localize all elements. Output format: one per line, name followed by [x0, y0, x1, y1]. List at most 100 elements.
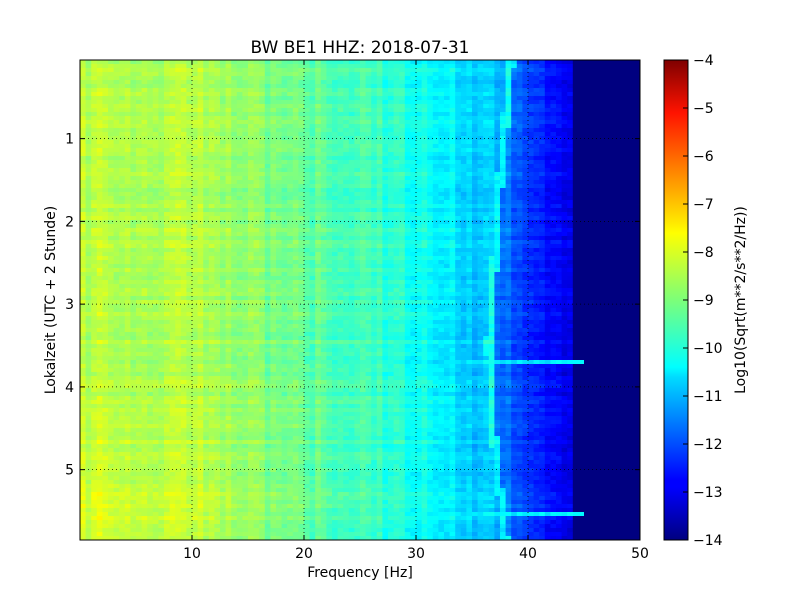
heatmap-cell: [259, 156, 266, 161]
heatmap-cell: [343, 136, 350, 141]
heatmap-cell: [354, 112, 361, 117]
heatmap-cell: [466, 64, 473, 69]
heatmap-cell: [589, 192, 596, 197]
heatmap-cell: [287, 72, 294, 77]
heatmap-cell: [236, 216, 243, 221]
heatmap-cell: [304, 100, 311, 105]
heatmap-cell: [427, 104, 434, 109]
heatmap-cell: [136, 240, 143, 245]
heatmap-cell: [511, 200, 518, 205]
heatmap-cell: [248, 156, 255, 161]
heatmap-cell: [438, 196, 445, 201]
heatmap-cell: [298, 64, 305, 69]
heatmap-cell: [248, 168, 255, 173]
heatmap-cell: [612, 196, 619, 201]
heatmap-cell: [516, 152, 523, 157]
heatmap-cell: [96, 176, 103, 181]
heatmap-cell: [556, 196, 563, 201]
heatmap-cell: [472, 156, 479, 161]
heatmap-cell: [578, 124, 585, 129]
heatmap-cell: [276, 96, 283, 101]
heatmap-cell: [511, 204, 518, 209]
heatmap-cell: [466, 144, 473, 149]
heatmap-cell: [119, 116, 126, 121]
heatmap-cell: [270, 144, 277, 149]
heatmap-cell: [472, 112, 479, 117]
heatmap-cell: [449, 124, 456, 129]
heatmap-cell: [550, 96, 557, 101]
heatmap-cell: [410, 148, 417, 153]
heatmap-cell: [455, 68, 462, 73]
heatmap-cell: [259, 64, 266, 69]
heatmap-cell: [158, 116, 165, 121]
heatmap-cell: [438, 188, 445, 193]
heatmap-cell: [494, 116, 501, 121]
heatmap-cell: [561, 236, 568, 241]
heatmap-cell: [130, 236, 137, 241]
heatmap-cell: [242, 208, 249, 213]
heatmap-cell: [444, 108, 451, 113]
heatmap-cell: [494, 172, 501, 177]
heatmap-cell: [236, 104, 243, 109]
heatmap-cell: [483, 136, 490, 141]
heatmap-cell: [298, 164, 305, 169]
heatmap-cell: [130, 168, 137, 173]
heatmap-cell: [225, 108, 232, 113]
heatmap-cell: [214, 84, 221, 89]
heatmap-cell: [236, 68, 243, 73]
heatmap-cell: [505, 156, 512, 161]
heatmap-cell: [236, 200, 243, 205]
heatmap-cell: [231, 120, 238, 125]
heatmap-cell: [500, 200, 507, 205]
heatmap-cell: [477, 180, 484, 185]
heatmap-cell: [136, 236, 143, 241]
heatmap-cell: [404, 156, 411, 161]
heatmap-cell: [124, 72, 131, 77]
heatmap-cell: [298, 192, 305, 197]
heatmap-cell: [516, 60, 523, 65]
heatmap-cell: [236, 244, 243, 249]
heatmap-cell: [326, 80, 333, 85]
heatmap-cell: [147, 80, 154, 85]
heatmap-cell: [130, 96, 137, 101]
heatmap-cell: [208, 212, 215, 217]
heatmap-cell: [572, 236, 579, 241]
heatmap-cell: [281, 184, 288, 189]
heatmap-cell: [421, 120, 428, 125]
heatmap-cell: [192, 132, 199, 137]
heatmap-cell: [220, 236, 227, 241]
heatmap-cell: [136, 68, 143, 73]
heatmap-cell: [186, 80, 193, 85]
heatmap-cell: [231, 140, 238, 145]
heatmap-cell: [360, 136, 367, 141]
heatmap-cell: [309, 104, 316, 109]
heatmap-cell: [208, 216, 215, 221]
heatmap-cell: [85, 156, 92, 161]
heatmap-cell: [164, 192, 171, 197]
heatmap-cell: [360, 80, 367, 85]
heatmap-cell: [556, 240, 563, 245]
heatmap-cell: [315, 156, 322, 161]
heatmap-cell: [488, 136, 495, 141]
heatmap-cell: [410, 156, 417, 161]
heatmap-cell: [399, 80, 406, 85]
heatmap-cell: [623, 172, 630, 177]
heatmap-cell: [612, 100, 619, 105]
heatmap-cell: [136, 136, 143, 141]
heatmap-cell: [382, 248, 389, 253]
heatmap-cell: [264, 120, 271, 125]
heatmap-cell: [567, 104, 574, 109]
heatmap-cell: [500, 148, 507, 153]
heatmap-cell: [505, 200, 512, 205]
heatmap-cell: [623, 240, 630, 245]
heatmap-cell: [628, 196, 635, 201]
heatmap-cell: [556, 60, 563, 65]
heatmap-cell: [617, 224, 624, 229]
heatmap-cell: [410, 120, 417, 125]
heatmap-cell: [253, 140, 260, 145]
heatmap-cell: [410, 172, 417, 177]
heatmap-cell: [214, 192, 221, 197]
heatmap-cell: [561, 212, 568, 217]
heatmap-cell: [556, 164, 563, 169]
heatmap-cell: [130, 252, 137, 257]
